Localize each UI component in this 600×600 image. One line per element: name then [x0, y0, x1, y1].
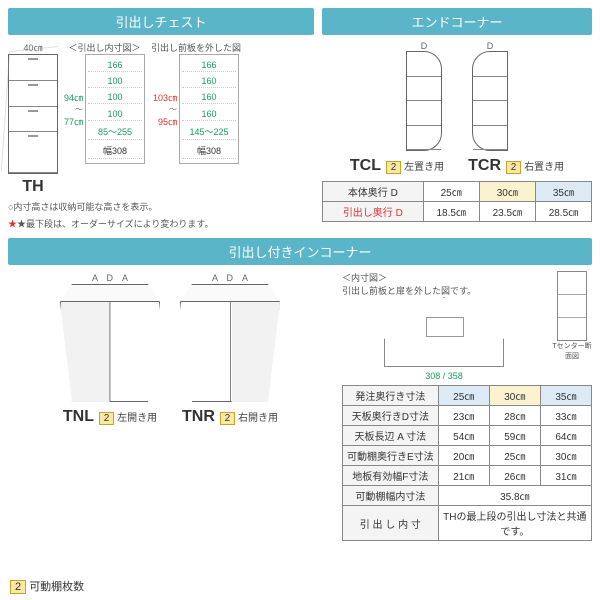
model-code-tnl: TNL	[63, 408, 94, 425]
model-code-tcl: TCL	[350, 157, 381, 174]
cabinet-tnr-illu	[180, 284, 280, 404]
model-code-tnr: TNR	[182, 408, 215, 425]
section-end-corner: エンドコーナー D D TCL 2 左置き用 TCR 2 右置き用	[322, 8, 592, 230]
footer-legend: 2 可動棚枚数	[8, 578, 84, 594]
chest-note1: ○内寸高さは収納可能な高さを表示。	[8, 200, 314, 213]
chest-illustration	[8, 54, 58, 174]
header-drawer-chest: 引出しチェスト	[8, 8, 314, 35]
section-drawer-chest: 引出しチェスト 40㎝ TH ＜引出し内寸図＞ 94㎝ 〜 77㎝	[8, 8, 314, 230]
model-code-th: TH	[22, 178, 43, 196]
dim-panel-left: 166 100 100 100 85～255 幅308	[85, 54, 145, 164]
shelf-badge: 2	[386, 161, 402, 174]
incorner-top-diagram	[384, 297, 504, 367]
incorner-spec-table: 発注奥行き寸法 25㎝ 30㎝ 35㎝ 天板奥行きD寸法 23㎝ 28㎝ 33㎝…	[342, 385, 592, 541]
corner-shelf-left-illu	[406, 51, 442, 151]
inner-note: 引出し前板を外した図	[151, 41, 241, 54]
dim-panel-right: 166 160 160 160 145～225 幅308	[179, 54, 239, 164]
header-incorner: 引出し付きインコーナー	[8, 238, 592, 265]
cabinet-tnl-illu	[60, 284, 160, 404]
end-corner-spec-table: 本体奥行 D 25㎝ 30㎝ 35㎝ 引出し奥行 D 18.5㎝ 23.5㎝ 2…	[322, 181, 592, 222]
corner-shelf-right-illu	[472, 51, 508, 151]
header-end-corner: エンドコーナー	[322, 8, 592, 35]
chest-note2: ★最下段は、オーダーサイズにより変わります。	[17, 219, 213, 229]
inner-caption: ＜引出し内寸図＞	[69, 41, 141, 54]
model-code-tcr: TCR	[468, 157, 501, 174]
section-incorner: 引出し付きインコーナー A D A TNL 2 左開き用 A D A	[0, 238, 600, 549]
